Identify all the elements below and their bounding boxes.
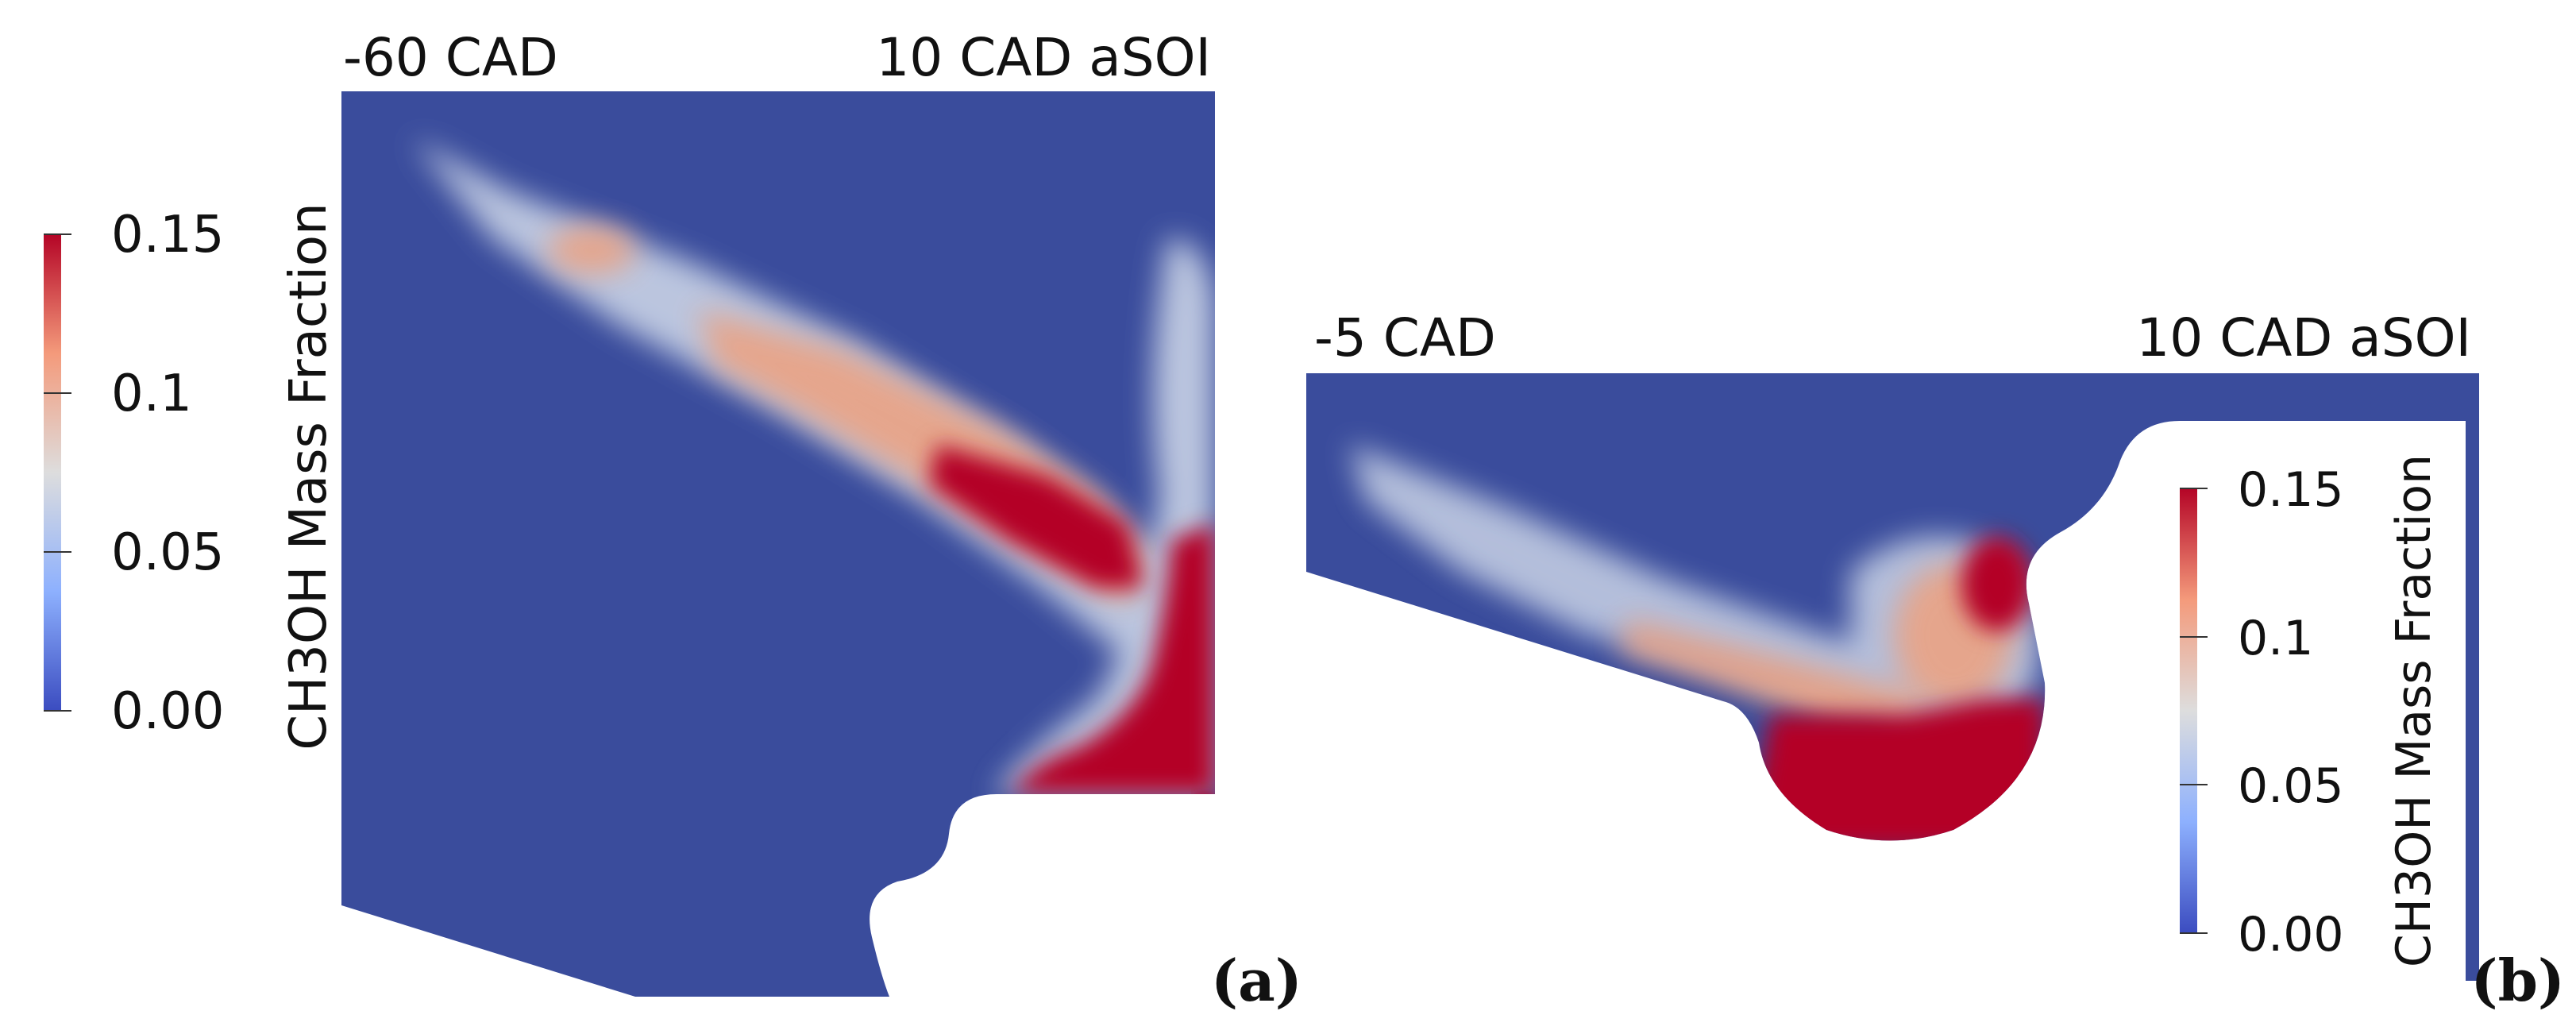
panel-b-tag: (b) <box>2471 947 2565 1014</box>
panel-b-label-left: -5 CAD <box>1314 307 1496 368</box>
colorbar-b-tick-1: 0.1 <box>2238 611 2313 666</box>
panel-a-label-left: -60 CAD <box>343 27 558 88</box>
colorbar-b-title: CH3OH Mass Fraction <box>2386 454 2442 967</box>
panel-a-domain <box>341 91 1215 997</box>
panel-a-label-right: 10 CAD aSOI <box>876 27 1211 88</box>
colorbar-a-tick-1: 0.1 <box>111 365 192 423</box>
panel-b-contour <box>1306 373 2479 981</box>
colorbar-a-gradient <box>44 234 61 711</box>
panel-a-contour <box>341 91 1215 997</box>
colorbar-b-tick-3: 0.00 <box>2238 907 2344 963</box>
colorbar-b-tick-2: 0.05 <box>2238 758 2344 814</box>
colorbar-a: 0.15 0.1 0.05 0.00 CH3OH Mass Fraction <box>44 203 338 750</box>
colorbar-a-tick-0: 0.15 <box>111 206 225 264</box>
panel-a: -60 CAD 10 CAD aSOI <box>341 27 1302 1014</box>
colorbar-a-tick-3: 0.00 <box>111 682 225 741</box>
colorbar-b: 0.15 0.1 0.05 0.00 CH3OH Mass Fraction <box>2180 454 2442 967</box>
colorbar-b-tick-0: 0.15 <box>2238 462 2344 518</box>
panel-b-label-right: 10 CAD aSOI <box>2136 307 2471 368</box>
panel-b-liner <box>2466 421 2479 981</box>
panel-b: -5 CAD 10 CAD aSOI (b) <box>1306 307 2565 1014</box>
colorbar-a-title: CH3OH Mass Fraction <box>280 203 338 750</box>
panel-a-tag: (a) <box>1211 947 1302 1014</box>
colorbar-b-gradient <box>2180 488 2197 933</box>
colorbar-a-tick-2: 0.05 <box>111 523 225 582</box>
